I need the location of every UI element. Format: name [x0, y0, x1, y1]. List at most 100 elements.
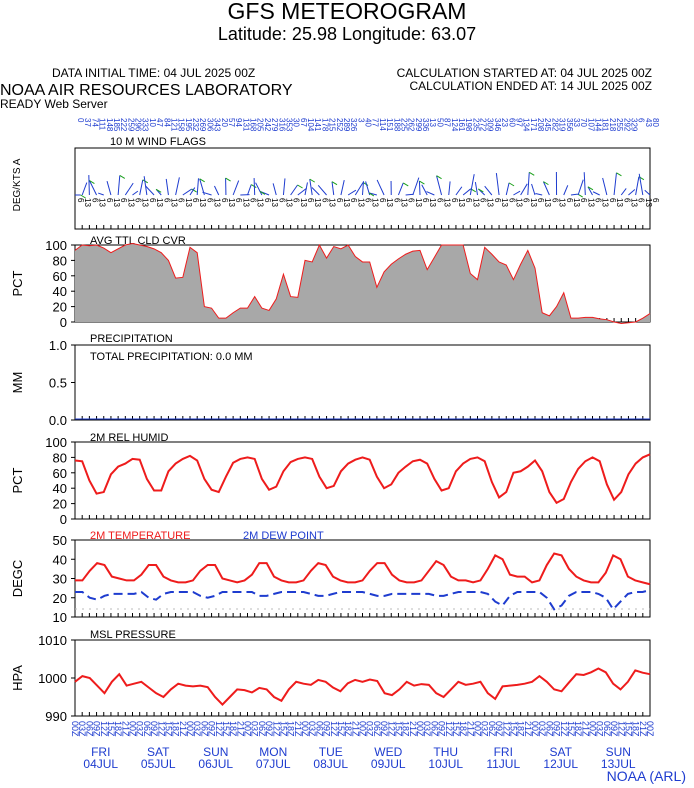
wind-barb [587, 186, 593, 196]
wind-barb [436, 175, 443, 196]
wind-direction-label: 343 [213, 118, 222, 132]
wind-barb [583, 172, 586, 196]
wind-speed-label: 13 [328, 198, 337, 207]
wind-flag [89, 180, 95, 184]
wind-direction-label: 144 [594, 118, 603, 132]
pressure-panel-frame [74, 639, 651, 717]
wind-speed-label: 13 [213, 198, 222, 207]
wind-speed-label: 6 [536, 198, 545, 203]
time-tick-label: 12Z [99, 721, 109, 737]
time-tick-label: 00Z [70, 721, 80, 737]
lab-name: NOAA AIR RESOURCES LABORATORY [0, 82, 293, 99]
wind-barb [426, 191, 435, 196]
time-tick-label: 21Z [120, 721, 130, 737]
wind-direction-label: 30 [292, 118, 301, 127]
wind-direction-label: 319 [558, 118, 567, 132]
wind-barb [613, 172, 617, 196]
wind-speed-label: 13 [141, 198, 150, 207]
wind-barb [635, 176, 640, 196]
wind-direction-label: 215 [328, 118, 337, 132]
time-tick-label: 06Z [544, 721, 554, 737]
time-tick-label: 03Z [365, 721, 375, 737]
wind-speed-label: 6 [191, 198, 200, 203]
time-tick-label: 15Z [451, 721, 461, 737]
wind-direction-label: 336 [421, 118, 430, 132]
wind-barb [165, 178, 169, 196]
wind-speed-label: 13 [112, 198, 121, 207]
wind-speed-label: 6 [234, 198, 243, 203]
day-weekday-label: FRI [91, 745, 110, 759]
cloud-area [75, 243, 650, 322]
time-tick-label: 03Z [537, 721, 547, 737]
wind-direction-label: 185 [112, 118, 121, 132]
wind-barb [124, 182, 134, 196]
time-tick-label: 06Z [314, 721, 324, 737]
wind-barb [570, 193, 578, 196]
wind-speed-label: 6 [134, 198, 143, 203]
rh-panel-frame [74, 441, 651, 520]
time-tick-label: 21Z [408, 721, 418, 737]
wind-barb [563, 185, 569, 196]
wind-flag [191, 188, 197, 193]
wind-speed-label: 13 [543, 198, 552, 207]
y-axis-label: HPA [10, 665, 25, 691]
wind-direction-label: 272 [479, 118, 488, 132]
server-name: READY Web Server [0, 97, 108, 111]
wind-direction-label: 94 [234, 118, 243, 127]
day-weekday-label: SAT [550, 745, 573, 759]
wind-direction-label: 158 [177, 118, 186, 132]
wind-barb [182, 188, 192, 196]
wind-direction-label: 279 [270, 118, 279, 132]
y-axis-label: DEGC [10, 560, 25, 598]
wind-panel-title: 10 M WIND FLAGS [110, 136, 206, 148]
time-tick-label: 03Z [480, 721, 490, 737]
wind-direction-label: 131 [241, 118, 250, 132]
wind-speed-label: 13 [256, 198, 265, 207]
day-weekday-label: FRI [494, 745, 513, 759]
time-tick-label: 00Z [358, 721, 368, 737]
wind-flag [119, 175, 126, 179]
wind-flag [402, 182, 409, 187]
wind-direction-label: 107 [586, 118, 595, 132]
wind-direction-label: 43 [644, 118, 653, 127]
day-weekday-label: THU [433, 745, 458, 759]
day-date-label: 06JUL [198, 757, 233, 771]
wind-direction-label: 10 [148, 118, 157, 127]
wind-speed-label: 13 [126, 198, 135, 207]
wind-barb [175, 177, 180, 196]
time-tick-label: 18Z [113, 721, 123, 737]
wind-speed-label: 6 [637, 198, 646, 203]
wind-speed-label: 6 [277, 198, 286, 203]
wind-barb [196, 178, 199, 196]
wind-direction-label: 0 [76, 118, 85, 123]
time-tick-label: 18Z [631, 721, 641, 737]
wind-barb [602, 177, 608, 196]
wind-direction-label: 111 [98, 118, 107, 131]
time-tick-label: 03Z [307, 721, 317, 737]
time-tick-label: 09Z [264, 721, 274, 737]
time-tick-label: 06Z [84, 721, 94, 737]
wind-direction-label: 225 [399, 118, 408, 132]
time-tick-label: 21Z [580, 721, 590, 737]
wind-direction-label: 50 [435, 118, 444, 127]
wind-speed-label: 13 [155, 198, 164, 207]
day-weekday-label: WED [374, 745, 402, 759]
time-tick-label: 03Z [422, 721, 432, 737]
y-tick-label: 1010 [38, 633, 67, 648]
wind-direction-label: 309 [486, 118, 495, 132]
wind-direction-label: 269 [198, 118, 207, 132]
wind-speed-label: 13 [615, 198, 624, 207]
wind-direction-label: 218 [608, 118, 617, 132]
y-tick-label: 990 [45, 709, 67, 724]
wind-speed-label: 13 [169, 198, 178, 207]
wind-speed-label: 13 [284, 198, 293, 207]
wind-barb [297, 187, 307, 196]
day-weekday-label: MON [259, 745, 287, 759]
wind-speed-label: 13 [227, 198, 236, 207]
wind-direction-label: 57 [227, 118, 236, 127]
wind-barb [620, 188, 627, 196]
wind-speed-label: 6 [450, 198, 459, 203]
wind-speed-label: 13 [198, 198, 207, 207]
wind-speed-label: 13 [558, 198, 567, 207]
wind-speed-label: 6 [421, 198, 430, 203]
